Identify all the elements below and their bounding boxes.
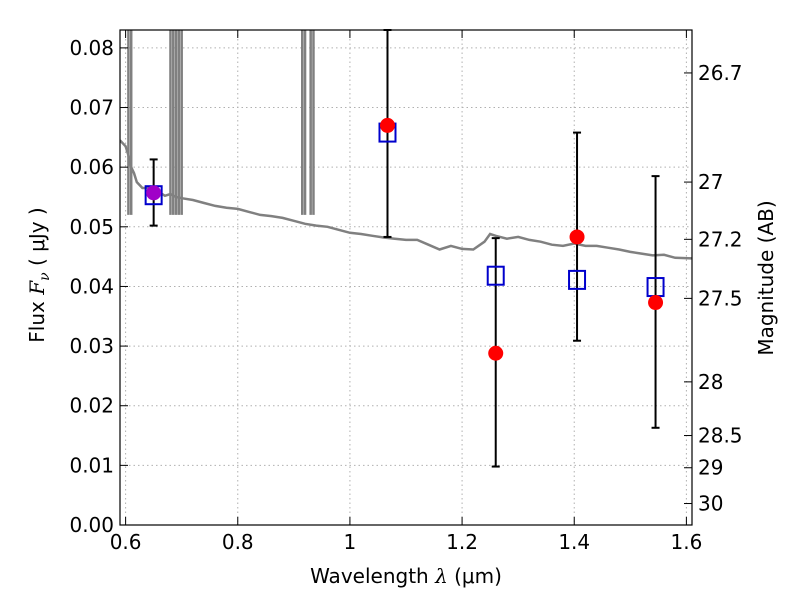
sed-curve (120, 139, 692, 260)
y-tick-label: 0.02 (69, 394, 114, 418)
y2-axis-label: Magnitude (AB) (754, 200, 778, 355)
observed-point (146, 185, 162, 201)
errorbar-layer (149, 29, 660, 468)
y-tick-label: 0.01 (69, 453, 114, 477)
y-tick-label: 0.06 (69, 155, 114, 179)
observed-point (648, 295, 664, 311)
y2-tick-label: 28 (698, 370, 723, 394)
y2-axis: 26.7 27 27.2 27.5 28 28.5 29 30 (684, 61, 743, 516)
x-tick-label: 1.6 (670, 530, 702, 554)
y2-tick-label: 29 (698, 456, 723, 480)
y2-tick-label: 30 (698, 492, 723, 516)
y2-tick-label: 26.7 (698, 61, 743, 85)
sed-layer (120, 30, 692, 260)
y-tick-label: 0.07 (69, 96, 114, 120)
y-axis-label: Flux Fν ( μJy ) (25, 207, 53, 342)
y-tick-label: 0.08 (69, 36, 114, 60)
y-tick-label: 0.00 (69, 513, 114, 537)
x-axis: 0.6 0.8 1 1.2 1.4 1.6 (110, 30, 702, 554)
observed-point (379, 117, 395, 133)
y-tick-label: 0.05 (69, 215, 114, 239)
plot-frame (119, 29, 693, 526)
x-tick-label: 1.4 (558, 530, 590, 554)
x-tick-label: 0.8 (222, 530, 254, 554)
x-tick-label: 1.2 (446, 530, 478, 554)
x-tick-label: 1 (344, 530, 357, 554)
y-axis: 0.00 0.01 0.02 0.03 0.04 0.05 0.06 0.07 0.08 (69, 36, 128, 537)
y2-tick-label: 27 (698, 170, 723, 194)
grid-layer (120, 30, 692, 526)
model-point (486, 265, 505, 286)
x-axis-label: Wavelength λ (μm) (310, 564, 502, 588)
y-tick-label: 0.04 (69, 274, 114, 298)
x-tick-label: 0.6 (110, 530, 142, 554)
observed-point (488, 345, 504, 361)
y2-tick-label: 27.5 (698, 286, 743, 310)
model-points-layer (144, 122, 665, 298)
model-point (568, 269, 587, 290)
observed-point (569, 229, 585, 245)
y-tick-label: 0.03 (69, 334, 114, 358)
observed-points-layer (146, 117, 664, 361)
y2-tick-label: 28.5 (698, 424, 743, 448)
y2-tick-label: 27.2 (698, 227, 743, 251)
